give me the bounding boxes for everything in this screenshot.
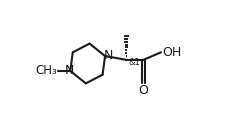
Text: OH: OH: [161, 46, 180, 59]
Text: N: N: [103, 49, 112, 62]
Text: O: O: [138, 84, 148, 97]
Text: CH₃: CH₃: [35, 65, 57, 77]
Text: N: N: [64, 64, 74, 77]
Text: &1: &1: [128, 58, 139, 67]
